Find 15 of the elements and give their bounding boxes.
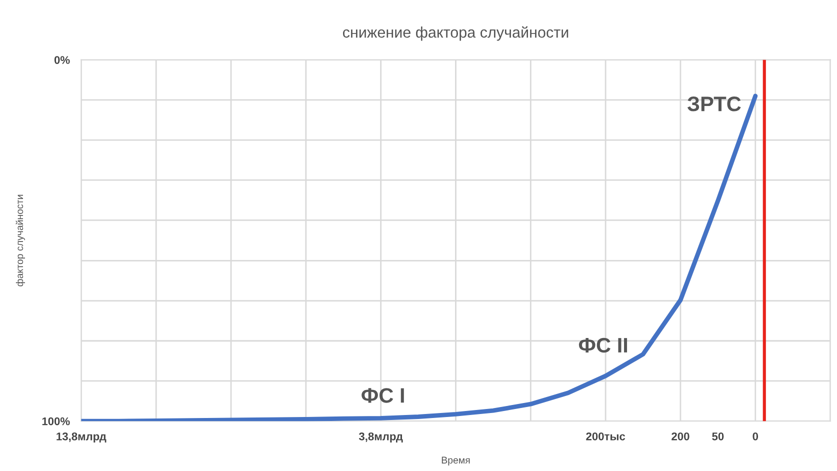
x-tick-label: 50: [712, 432, 724, 440]
x-tick-label: 200: [672, 432, 690, 440]
annotation: ФС II: [578, 338, 628, 353]
annotation: ЗРТС: [687, 96, 741, 112]
x-tick-label: 200тыс: [586, 432, 626, 440]
y-axis-title: фактор случайности: [16, 194, 25, 286]
x-tick-label: 13,8млрд: [56, 432, 106, 443]
x-tick-label: 3,8млрд: [358, 432, 403, 443]
line-series: [81, 94, 758, 422]
x-tick-label: 0: [752, 432, 758, 440]
x-axis-title: Время: [442, 456, 470, 466]
chart-title: снижение фактора случайности: [343, 26, 568, 41]
y-tick-label: 100%: [42, 417, 70, 426]
y-tick-label: 0%: [54, 56, 70, 64]
annotation: ФС I: [362, 388, 404, 403]
